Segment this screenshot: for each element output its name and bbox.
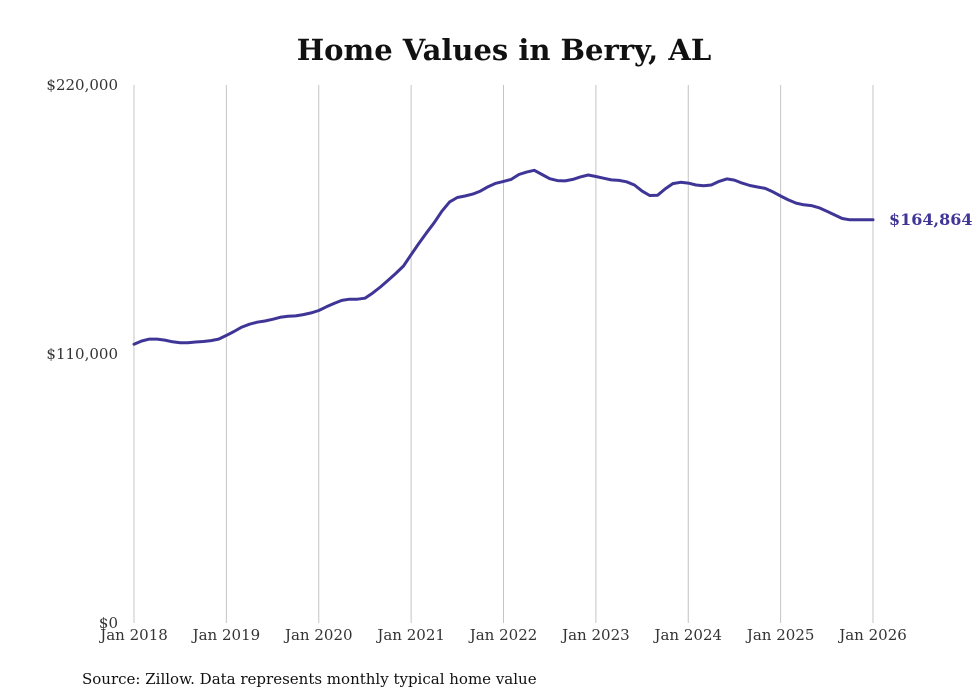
x-tick-label-2026: Jan 2026 bbox=[837, 626, 907, 644]
y-tick-label-220000: $220,000 bbox=[46, 76, 118, 94]
x-tick-label-2019: Jan 2019 bbox=[191, 626, 261, 644]
y-axis-ticks: $0 $110,000 $220,000 bbox=[46, 76, 118, 632]
x-axis-ticks: Jan 2018 Jan 2019 Jan 2020 Jan 2021 Jan 2022… bbox=[98, 626, 907, 644]
x-tick-label-2021: Jan 2021 bbox=[375, 626, 445, 644]
home-value-line bbox=[132, 168, 875, 346]
x-tick-label-2018: Jan 2018 bbox=[98, 626, 168, 644]
x-tick-label-2020: Jan 2020 bbox=[283, 626, 353, 644]
latest-value-label: $164,864 bbox=[889, 210, 973, 229]
x-tick-label-2025: Jan 2025 bbox=[745, 626, 815, 644]
chart-title: Home Values in Berry, AL bbox=[297, 33, 711, 67]
y-tick-label-0: $0 bbox=[99, 614, 118, 632]
gridlines bbox=[133, 85, 874, 623]
source-note: Source: Zillow. Data represents monthly … bbox=[82, 670, 537, 688]
x-tick-label-2023: Jan 2023 bbox=[560, 626, 630, 644]
x-tick-label-2024: Jan 2024 bbox=[652, 626, 722, 644]
x-tick-label-2022: Jan 2022 bbox=[468, 626, 538, 644]
y-tick-label-110000: $110,000 bbox=[46, 345, 118, 363]
